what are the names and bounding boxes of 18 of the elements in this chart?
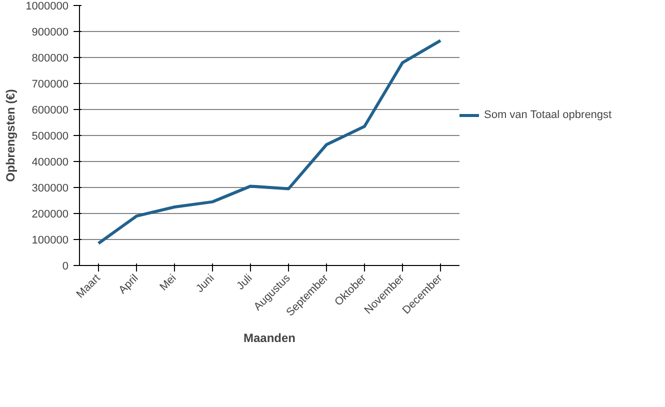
y-axis-title: Opbrengsten (€)	[4, 89, 18, 182]
x-tick-label: Mei	[158, 272, 179, 294]
y-tick-label: 800000	[32, 52, 69, 64]
y-tick-label: 1000000	[26, 0, 69, 12]
y-tick-label: 300000	[32, 182, 69, 194]
y-tick-label: 0	[62, 260, 69, 272]
y-tick-label: 400000	[32, 156, 69, 168]
x-axis-title: Maanden	[243, 331, 296, 346]
x-tick-label: Juli	[234, 272, 255, 292]
y-tick-label: 100000	[32, 234, 69, 246]
legend-label: Som van Totaal opbrengst	[484, 109, 612, 121]
y-tick-label: 200000	[32, 208, 69, 220]
x-tick-label: Juni	[194, 272, 217, 296]
y-tick-label: 500000	[32, 130, 69, 142]
y-tick-label: 700000	[32, 78, 69, 90]
y-tick-label: 900000	[32, 26, 69, 38]
line-series	[97, 39, 442, 245]
y-tick-label: 600000	[32, 104, 69, 116]
